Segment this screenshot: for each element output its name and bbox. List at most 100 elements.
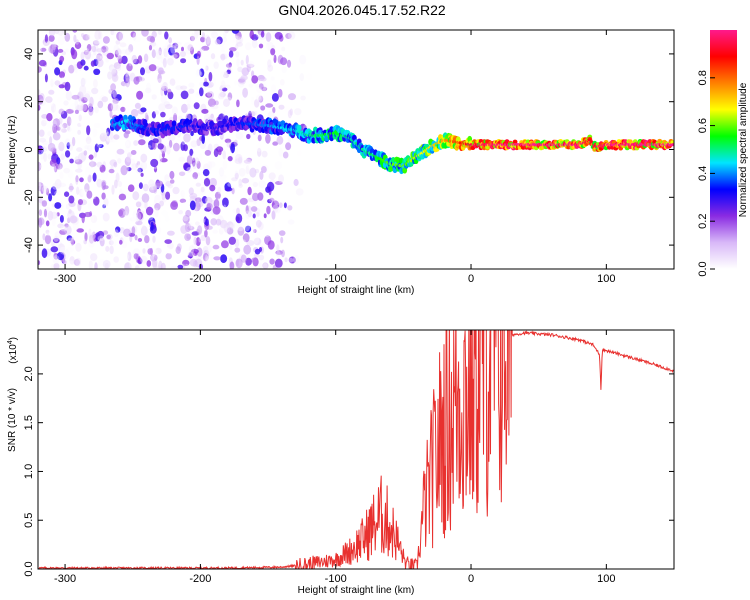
spectrogram-noise-cell bbox=[127, 251, 132, 262]
spectrogram-noise-cell bbox=[158, 103, 166, 112]
spectrogram-noise-cell bbox=[113, 134, 120, 140]
spectrogram-noise-cell bbox=[57, 96, 62, 103]
spectrogram-noise-cell bbox=[199, 68, 205, 77]
spectrogram-noise-cell bbox=[206, 90, 212, 97]
spectrogram-noise-cell bbox=[46, 263, 50, 269]
spectrogram-noise-cell bbox=[235, 38, 242, 45]
spectrogram-noise-cell bbox=[50, 186, 57, 196]
spectrogram-noise-cell bbox=[234, 144, 239, 155]
spectrogram-noise-cell bbox=[53, 105, 60, 115]
spectrogram-noise-cell bbox=[228, 236, 236, 245]
spectrogram-noise-cell bbox=[215, 218, 222, 226]
spectrogram-noise-cell bbox=[199, 81, 204, 87]
spectrogram-noise-cell bbox=[39, 137, 47, 143]
spectrogram-noise-cell bbox=[108, 66, 116, 76]
spectrogram-noise-cell bbox=[54, 67, 61, 76]
spectrogram-noise-cell bbox=[59, 171, 64, 179]
spectrogram-noise-cell bbox=[123, 253, 130, 261]
spectrogram-noise-cell bbox=[143, 53, 149, 63]
spectrogram-noise-cell bbox=[62, 122, 68, 129]
spectrogram-noise-cell bbox=[123, 228, 131, 237]
spectrogram-noise-cell bbox=[76, 228, 84, 233]
spectrogram-noise-cell bbox=[212, 244, 220, 250]
spectrogram-noise-cell bbox=[257, 147, 262, 157]
spectrogram-noise-cell bbox=[136, 90, 144, 100]
spectrogram-noise-cell bbox=[178, 171, 186, 177]
spectrogram-noise-cell bbox=[68, 142, 74, 151]
spectrogram-noise-cell bbox=[113, 161, 118, 168]
spectrogram-noise-cell bbox=[182, 259, 190, 267]
spectrogram-noise-cell bbox=[186, 167, 192, 173]
spectrogram-noise-cell bbox=[205, 244, 212, 253]
spectrogram-noise-cell bbox=[236, 207, 240, 215]
spectrogram-noise-cell bbox=[283, 105, 291, 112]
snr-frame bbox=[37, 329, 675, 570]
spectrogram-noise-cell bbox=[115, 104, 121, 112]
spectrogram-noise-cell bbox=[232, 35, 241, 43]
spectrogram-noise-cell bbox=[140, 255, 148, 264]
spectrogram-noise-cell bbox=[187, 251, 196, 257]
spectrogram-noise-cell bbox=[83, 150, 88, 156]
spectrogram-noise-cell bbox=[106, 234, 113, 240]
spectrogram-noise-cell bbox=[195, 221, 200, 226]
spectrogram-noise-cell bbox=[276, 251, 281, 258]
spectrogram-ridge-core bbox=[671, 143, 674, 147]
spectrogram-noise-cell bbox=[171, 159, 180, 167]
spectrogram-noise-cell bbox=[278, 104, 285, 110]
y-tick-label: 20 bbox=[23, 96, 35, 108]
spectrogram-noise-cell bbox=[149, 247, 153, 256]
spectrogram-ridge-cell bbox=[123, 114, 128, 122]
spectrogram-noise-cell bbox=[81, 213, 85, 224]
spectrogram-noise-cell bbox=[90, 60, 96, 67]
spectrogram-noise-cell bbox=[272, 161, 278, 168]
spectrogram-noise-cell bbox=[236, 224, 245, 232]
y-tick-label: 2.0 bbox=[23, 366, 35, 381]
spectrogram-noise-cell bbox=[270, 48, 276, 56]
spectrogram-noise-cell bbox=[158, 70, 166, 75]
spectrogram-noise-cell bbox=[245, 257, 252, 266]
spectrogram-noise-cell bbox=[64, 138, 71, 146]
spectrogram-noise-cell bbox=[54, 80, 61, 86]
spectrogram-noise-cell bbox=[236, 58, 240, 68]
spectrogram-noise-cell bbox=[115, 226, 121, 233]
spectrogram-noise-cell bbox=[75, 257, 82, 267]
spectrogram-noise-cell bbox=[257, 192, 264, 201]
spectrogram-noise-cell bbox=[50, 211, 58, 219]
spectrogram-noise-cell bbox=[74, 159, 83, 165]
spectrogram-noise-cell bbox=[140, 153, 148, 163]
spectrogram-noise-cell bbox=[212, 206, 221, 215]
spectrogram-noise-cell bbox=[180, 90, 189, 100]
spectrogram-noise-cell bbox=[219, 71, 227, 79]
spectrogram-noise-cell bbox=[222, 109, 226, 117]
spectrogram-noise-cell bbox=[58, 71, 65, 79]
spectrogram-noise-cell bbox=[145, 206, 154, 216]
spectrogram-noise-cell bbox=[158, 47, 162, 56]
spectrogram-noise-cell bbox=[255, 30, 263, 38]
spectrogram-noise-cell bbox=[296, 150, 302, 156]
spectrogram-noise-cell bbox=[125, 77, 130, 88]
spectrogram-noise-cell bbox=[285, 142, 292, 151]
spectrogram-noise-cell bbox=[38, 104, 41, 111]
spectrogram-noise-cell bbox=[271, 200, 280, 210]
colorbar-label: Normalized spectral amplitude bbox=[738, 82, 749, 217]
spectrogram-noise-cell bbox=[265, 133, 271, 144]
spectrogram-noise-cell bbox=[209, 184, 216, 192]
spectrogram-noise-cell bbox=[124, 236, 128, 243]
spectrogram-noise-cell bbox=[140, 225, 148, 236]
spectrogram-noise-cell bbox=[242, 233, 250, 243]
spectrogram-noise-cell bbox=[42, 142, 48, 147]
spectrogram-noise-cell bbox=[132, 191, 140, 201]
spectrogram-noise-cell bbox=[134, 102, 141, 109]
spectrogram-noise-cell bbox=[58, 165, 62, 170]
spectrogram-noise-cell bbox=[58, 84, 65, 89]
spectrogram-noise-cell bbox=[94, 262, 98, 269]
spectrogram-noise-cell bbox=[258, 83, 264, 90]
spectrogram-noise-cell bbox=[45, 220, 50, 227]
spectrogram-noise-cell bbox=[227, 92, 233, 101]
spectrogram-noise-cell bbox=[68, 185, 75, 191]
spectrogram-noise-cell bbox=[274, 32, 283, 40]
spectrogram-noise-cell bbox=[50, 246, 59, 253]
spectrogram-noise-cell bbox=[278, 202, 283, 208]
spectrogram-noise-cell bbox=[154, 203, 161, 211]
spectrogram-noise-cell bbox=[266, 181, 275, 192]
